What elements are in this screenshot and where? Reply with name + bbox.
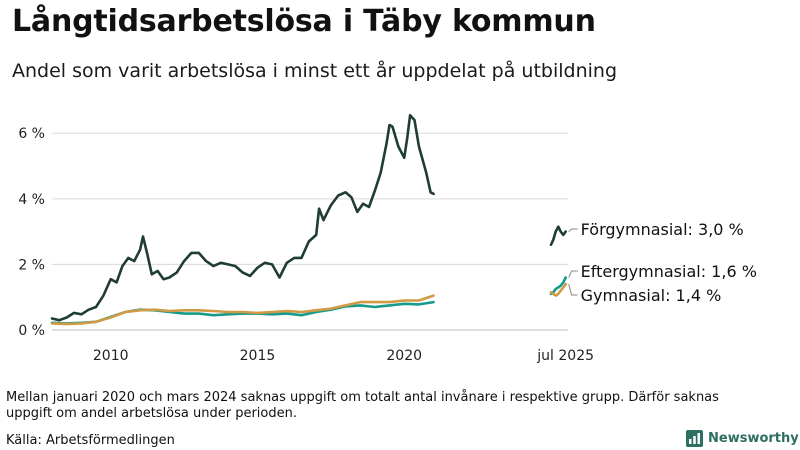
- line-chart: 0 % 2 % 4 % 6 % 2010 2015 2020 jul 2025 Förgymna…: [18, 113, 757, 364]
- series-line-eftergymnasial-1: [549, 276, 567, 296]
- brand-logo[interactable]: Newsworthy: [686, 430, 799, 447]
- series-end-label: Gymnasial: 1,4 %: [581, 286, 722, 305]
- x-tick-label: 2020: [386, 348, 422, 364]
- y-tick-label: 4 %: [18, 192, 45, 208]
- label-leader-line: [568, 228, 578, 232]
- chart-title: Långtidsarbetslösa i Täby kommun: [12, 4, 596, 39]
- brand-name: Newsworthy: [708, 431, 799, 446]
- series-line-gymnasial-0: [50, 294, 435, 326]
- series-end-label: Eftergymnasial: 1,6 %: [581, 262, 757, 281]
- series-line-f-rgymnasial-1: [549, 225, 567, 246]
- label-leader-line: [568, 283, 578, 296]
- y-tick-label: 2 %: [18, 257, 45, 273]
- y-tick-label: 6 %: [18, 126, 45, 142]
- chart-subtitle: Andel som varit arbetslösa i minst ett å…: [12, 60, 618, 82]
- x-tick-label: 2015: [240, 348, 276, 364]
- series-end-label: Förgymnasial: 3,0 %: [581, 220, 744, 239]
- bar-chart-logo-icon: [686, 430, 703, 447]
- x-tick-label: jul 2025: [536, 348, 594, 364]
- x-tick-label: 2010: [93, 348, 129, 364]
- y-tick-label: 0 %: [18, 323, 45, 339]
- label-leader-line: [568, 270, 578, 278]
- series-line-gymnasial-1: [549, 282, 567, 297]
- series-line-f-rgymnasial-0: [50, 113, 435, 322]
- footnote: Mellan januari 2020 och mars 2024 saknas…: [6, 390, 719, 421]
- source-note: Källa: Arbetsförmedlingen: [6, 433, 175, 448]
